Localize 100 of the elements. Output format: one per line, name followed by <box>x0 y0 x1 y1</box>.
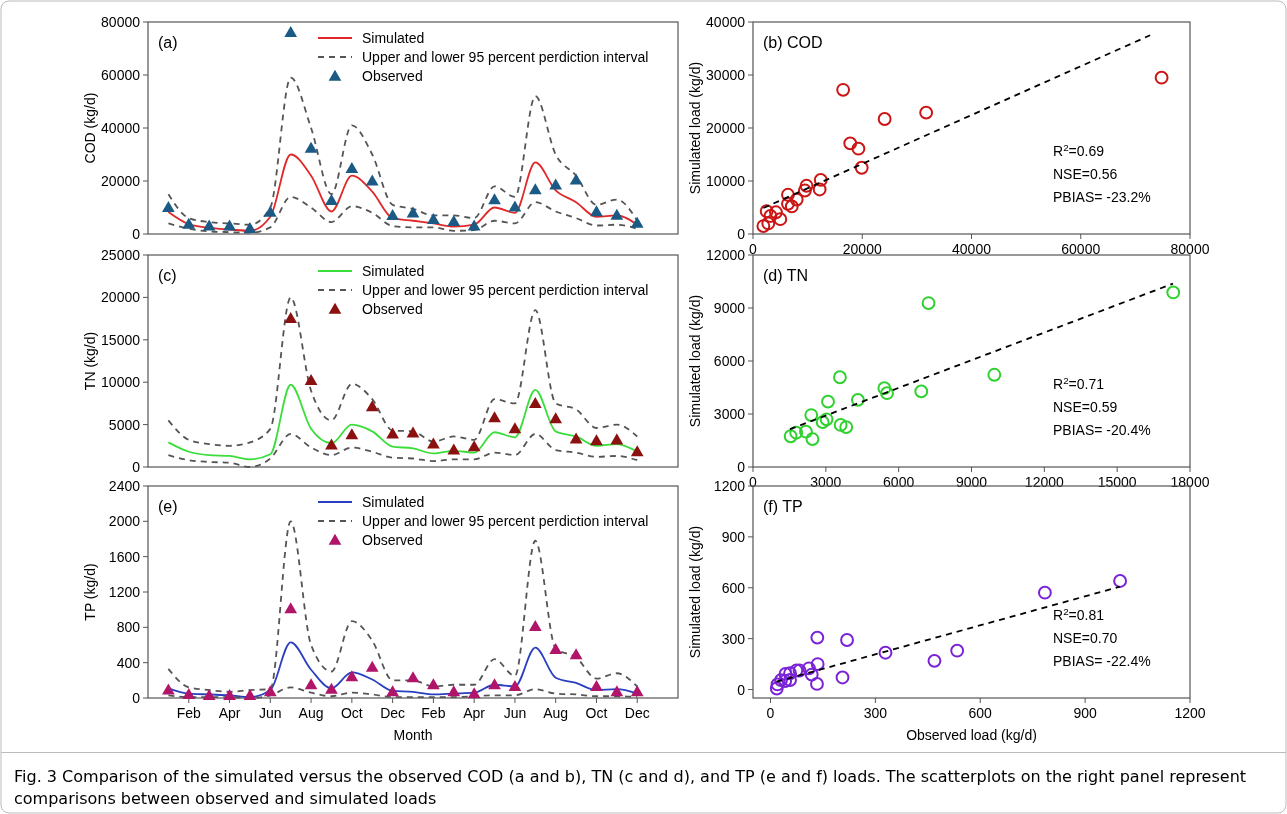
annotation: NSE=0.59 <box>1053 399 1118 415</box>
text: (c) <box>158 267 177 284</box>
point <box>784 199 799 214</box>
y-tick-label: 25000 <box>101 247 141 263</box>
point <box>919 105 934 120</box>
point <box>810 657 825 671</box>
x-tick-label: 9000 <box>955 474 988 490</box>
text: (a) <box>158 34 178 51</box>
point <box>590 434 603 446</box>
point <box>528 396 542 408</box>
point <box>345 162 359 174</box>
point <box>880 386 894 401</box>
point <box>805 432 820 446</box>
point <box>877 381 892 396</box>
point <box>427 678 440 690</box>
y-tick-label: 15000 <box>101 331 141 348</box>
point <box>781 196 795 211</box>
point <box>630 445 644 457</box>
y-tick-label: 80000 <box>101 14 141 30</box>
point <box>781 187 795 202</box>
y-tick-label: 60000 <box>101 67 141 83</box>
x-tick-label: 3000 <box>810 474 842 490</box>
x-tick-label: Aug <box>543 705 569 721</box>
point <box>810 630 825 645</box>
x-tick-label: 0 <box>766 705 775 721</box>
y-axis-title: Simulated load (kg/d) <box>687 61 703 195</box>
y-tick-label: 900 <box>721 528 746 545</box>
y-tick-label: 0 <box>737 681 746 698</box>
y-tick-label: 40000 <box>101 120 141 136</box>
point <box>508 200 522 212</box>
x-tick-label: Oct <box>340 705 363 721</box>
point <box>590 680 603 692</box>
y-tick-label: 1200 <box>108 584 141 600</box>
y-tick-label: 2400 <box>108 478 141 494</box>
point <box>819 412 834 427</box>
y-tick-label: 2000 <box>108 513 141 530</box>
x-tick-label: Oct <box>585 705 608 721</box>
x-tick-label: 12000 <box>1024 474 1065 490</box>
point <box>406 671 420 683</box>
point <box>761 216 776 231</box>
y-tick-label: 20000 <box>101 173 141 189</box>
x-tick-label: 300 <box>863 705 888 721</box>
y-tick-label: 3000 <box>713 406 746 422</box>
x-axis-title: Month <box>393 727 433 743</box>
point <box>467 440 481 452</box>
y-tick-label: 10000 <box>101 374 141 391</box>
annotation: PBIAS= -20.4% <box>1053 422 1151 438</box>
point <box>223 219 236 231</box>
x-tick-label: Apr <box>218 705 241 721</box>
point <box>386 208 399 220</box>
annotation: R$^{2}$=0.69 <box>1053 141 1105 159</box>
point <box>549 642 563 654</box>
x-tick-label: 600 <box>968 705 993 721</box>
point <box>263 205 277 217</box>
point <box>243 688 257 700</box>
point <box>804 667 819 682</box>
legend-label: Observed <box>362 532 423 548</box>
legend-label: Upper and lower 95 percent perdiction interval <box>362 282 649 298</box>
y-axis-title: Simulated load (kg/d) <box>687 525 703 659</box>
legend-label: Upper and lower 95 percent perdiction interval <box>362 49 649 65</box>
y-tick-label: 0 <box>132 226 141 242</box>
legend-label: Simulated <box>362 30 425 46</box>
point <box>549 412 563 424</box>
point <box>763 209 778 223</box>
point <box>630 216 644 228</box>
x-tick-label: Jun <box>503 705 527 721</box>
y-tick-label: 0 <box>132 690 141 706</box>
point <box>467 687 481 699</box>
point <box>769 681 784 696</box>
point <box>836 82 851 97</box>
point <box>840 633 854 647</box>
y-tick-label: 0 <box>737 226 746 242</box>
point <box>774 673 788 688</box>
point <box>799 424 813 439</box>
y-tick-label: 400 <box>116 654 141 671</box>
y-axis-title: TP (kg/d) <box>82 563 98 621</box>
point <box>569 648 583 660</box>
point <box>386 427 399 439</box>
point <box>610 685 624 697</box>
point <box>843 136 858 151</box>
point <box>802 661 816 676</box>
point <box>759 204 774 219</box>
x-tick-label: 20000 <box>842 241 882 257</box>
point <box>406 426 420 438</box>
point <box>569 432 583 444</box>
annotation: R$^{2}$=0.71 <box>1053 374 1105 392</box>
point <box>769 205 783 220</box>
x-tick-label: 0 <box>749 241 758 257</box>
text: (d) TN <box>763 267 809 284</box>
point <box>488 411 501 423</box>
point <box>447 215 461 227</box>
point <box>467 219 481 231</box>
point <box>778 667 793 681</box>
point <box>365 174 379 186</box>
x-tick-label: 60000 <box>1061 241 1101 257</box>
point <box>304 141 318 153</box>
point <box>810 677 824 691</box>
legend-label: Observed <box>362 301 423 317</box>
y-axis-title: Simulated load (kg/d) <box>687 294 703 428</box>
legend-label: Simulated <box>362 263 425 279</box>
